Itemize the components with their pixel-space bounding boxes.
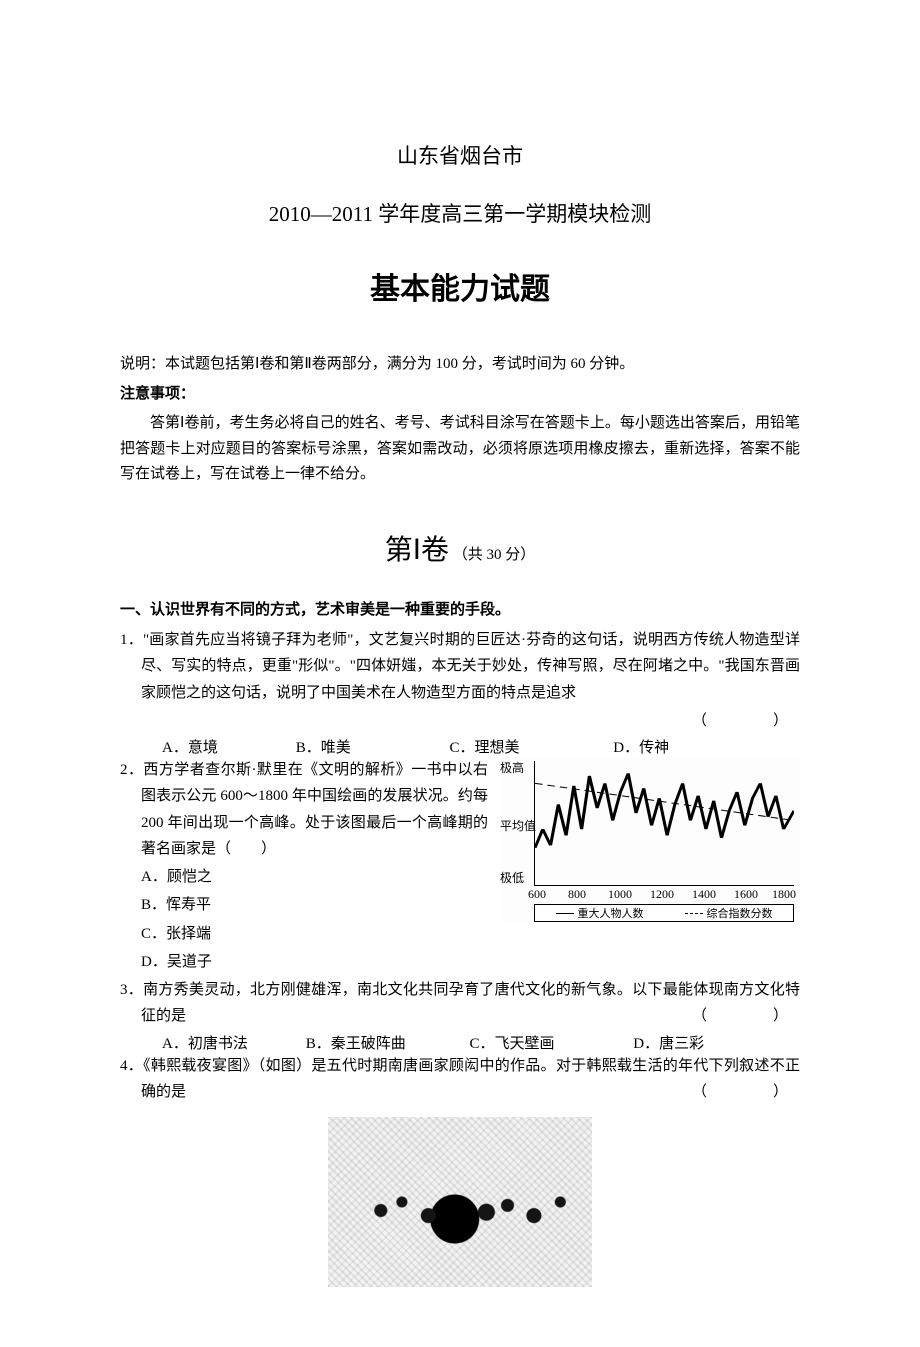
ylabel-mean: 平均值 <box>500 817 536 834</box>
question-2-text: 2．西方学者查尔斯·默里在《文明的解析》一书中以右图表示公元 600～1800 … <box>120 762 488 857</box>
xlabel-800: 800 <box>568 887 586 902</box>
q4-painting-image <box>328 1117 592 1287</box>
header-year-line: 2010—2011 学年度高三第一学期模块检测 <box>120 198 800 228</box>
legend-a-text: 重大人物人数 <box>578 905 644 921</box>
question-2: 2．西方学者查尔斯·默里在《文明的解析》一书中以右图表示公元 600～1800 … <box>120 757 488 862</box>
header-main-title: 基本能力试题 <box>120 264 800 308</box>
legend-a: 重大人物人数 <box>556 905 644 921</box>
question-1-bracket-line: （ ） <box>120 708 800 734</box>
legend-dash-icon <box>685 913 703 914</box>
option-b: B．唯美 <box>296 736 446 757</box>
option-a: A．顾恺之 <box>120 864 488 890</box>
chart-svg <box>535 761 794 885</box>
chart-axes <box>534 761 794 886</box>
legend-b: 综合指数分数 <box>685 905 773 921</box>
option-a: A．意境 <box>162 736 292 757</box>
question-4: 4．《韩熙载夜宴图》（如图）是五代时期南唐画家顾闳中的作品。对于韩熙载生活的年代… <box>120 1053 800 1106</box>
section-1-big: 第Ⅰ卷 <box>385 535 449 566</box>
legend-line-icon <box>556 913 574 914</box>
xlabel-1400: 1400 <box>692 887 716 902</box>
xlabel-600: 600 <box>528 887 546 902</box>
q2-chart: 极高 平均值 极低 600 800 1000 1200 1400 1600 18… <box>500 757 800 922</box>
group-heading-1: 一、认识世界有不同的方式，艺术审美是一种重要的手段。 <box>120 598 800 624</box>
question-3-options: A．初唐书法 B．秦王破阵曲 C．飞天壁画 D．唐三彩 <box>120 1032 800 1053</box>
question-1: 1．"画家首先应当将镜子拜为老师"，文艺复兴时期的巨匠达·芬奇的这句话，说明西方… <box>120 627 800 706</box>
exam-page: 山东省烟台市 2010—2011 学年度高三第一学期模块检测 基本能力试题 说明… <box>0 0 920 1347</box>
option-c: C．理想美 <box>450 736 610 757</box>
ylabel-high: 极高 <box>500 759 524 776</box>
option-c: C．张择端 <box>120 921 488 947</box>
section-1-small: （共 30 分） <box>453 547 536 563</box>
instructions-desc: 说明：本试题包括第Ⅰ卷和第Ⅱ卷两部分，满分为 100 分，考试时间为 60 分钟… <box>120 352 800 378</box>
instructions-note-body: 答第Ⅰ卷前，考生务必将自己的姓名、考号、考试科目涂写在答题卡上。每小题选出答案后… <box>120 411 800 488</box>
instructions-note-label: 注意事项： <box>120 382 800 408</box>
chart-legend: 重大人物人数 综合指数分数 <box>534 904 794 922</box>
xlabel-1800: 1800 <box>772 887 796 902</box>
option-b: B．恽寿平 <box>120 892 488 918</box>
xlabel-1000: 1000 <box>608 887 632 902</box>
option-d: D．吴道子 <box>120 949 488 975</box>
question-1-options: A．意境 B．唯美 C．理想美 D．传神 <box>120 736 800 757</box>
option-b: B．秦王破阵曲 <box>306 1032 466 1053</box>
xlabel-1600: 1600 <box>734 887 758 902</box>
question-1-text: 1．"画家首先应当将镜子拜为老师"，文艺复兴时期的巨匠达·芬奇的这句话，说明西方… <box>120 632 800 701</box>
option-d: D．传神 <box>613 736 669 757</box>
answer-bracket: （ ） <box>713 1079 800 1105</box>
series-line <box>535 773 794 847</box>
answer-bracket: （ ） <box>713 1003 800 1029</box>
answer-bracket: （ ） <box>692 708 800 734</box>
xlabel-1200: 1200 <box>650 887 674 902</box>
header-province: 山东省烟台市 <box>120 140 800 170</box>
question-2-row: 2．西方学者查尔斯·默里在《文明的解析》一书中以右图表示公元 600～1800 … <box>120 757 800 977</box>
option-a: A．初唐书法 <box>162 1032 302 1053</box>
question-3: 3．南方秀美灵动，北方刚健雄浑，南北文化共同孕育了唐代文化的新气象。以下最能体现… <box>120 977 800 1030</box>
option-d: D．唐三彩 <box>633 1032 704 1053</box>
ylabel-low: 极低 <box>500 869 524 886</box>
section-1-title: 第Ⅰ卷 （共 30 分） <box>120 528 800 568</box>
legend-b-text: 综合指数分数 <box>707 905 773 921</box>
option-c: C．飞天壁画 <box>470 1032 630 1053</box>
